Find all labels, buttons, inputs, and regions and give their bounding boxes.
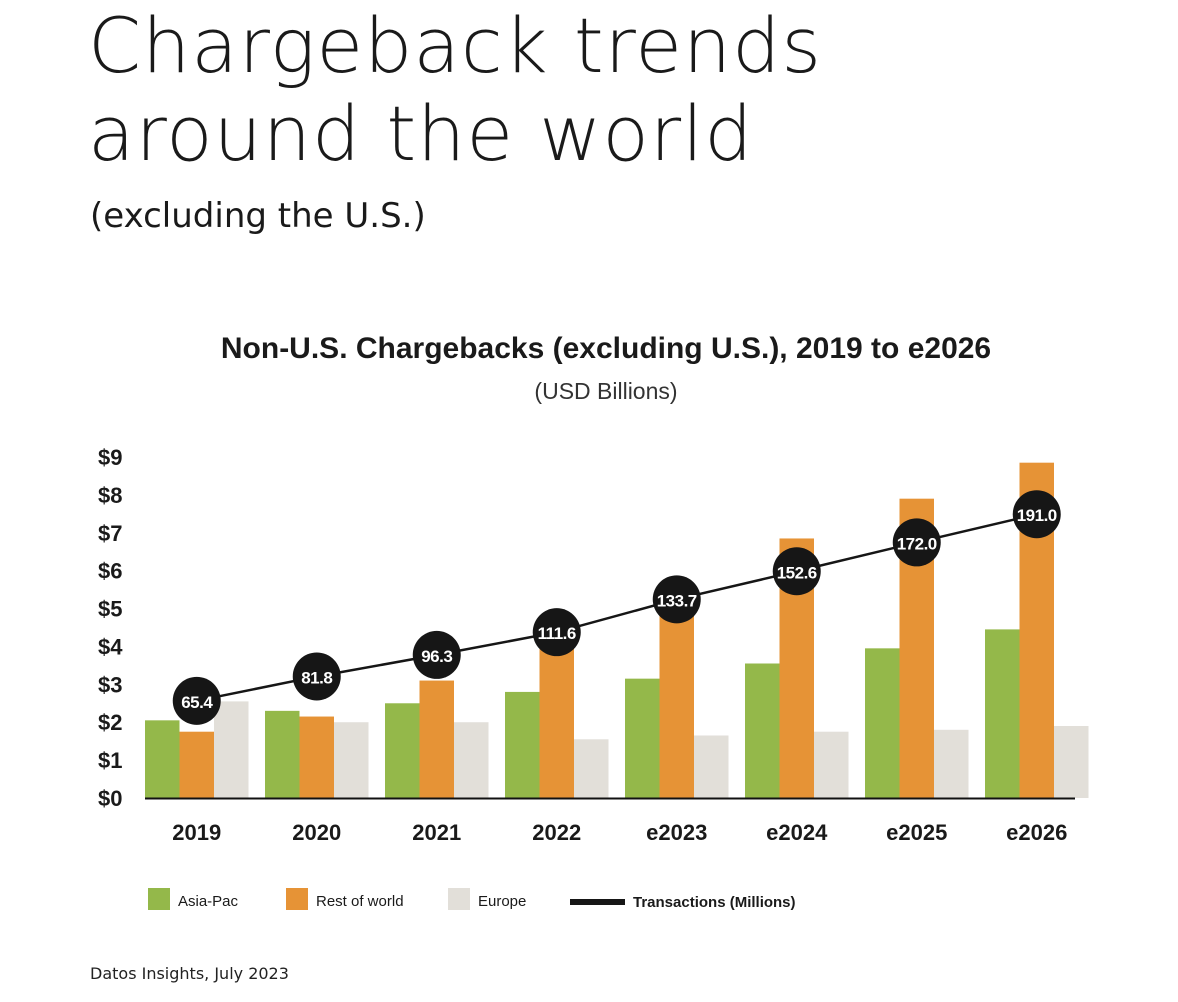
bar-asia-pac-2021	[385, 703, 420, 798]
y-tick-label: $5	[98, 597, 122, 622]
transactions-label: 81.8	[301, 668, 332, 687]
y-tick-label: $8	[98, 483, 122, 508]
y-tick-label: $2	[98, 710, 122, 735]
x-tick-label: 2022	[532, 820, 581, 845]
legend-swatch	[448, 888, 470, 910]
transactions-label: 172.0	[897, 534, 937, 553]
bar-asia-pac-2019	[145, 720, 180, 798]
y-tick-label: $1	[98, 748, 122, 773]
headline-subtitle: (excluding the U.S.)	[90, 196, 426, 236]
x-tick-label: e2025	[886, 820, 947, 845]
bar-rest-of-world-2022	[539, 635, 574, 798]
transactions-label: 96.3	[421, 647, 452, 666]
legend-swatch	[148, 888, 170, 910]
transactions-marker	[172, 676, 221, 725]
y-tick-label: $0	[98, 786, 122, 811]
transactions-label: 152.6	[777, 563, 817, 582]
y-tick-label: $6	[98, 559, 122, 584]
legend-swatch	[286, 888, 308, 910]
bar-europe-2019	[214, 701, 249, 798]
x-tick-label: e2026	[1006, 820, 1067, 845]
bar-europe-e2024	[814, 731, 849, 798]
bar-europe-e2023	[694, 735, 729, 798]
transactions-label: 133.7	[657, 591, 697, 610]
legend-line-swatch	[570, 899, 625, 905]
source-note: Datos Insights, July 2023	[90, 964, 289, 983]
bar-asia-pac-e2024	[745, 663, 780, 798]
bar-europe-2021	[454, 722, 489, 798]
headline: Chargeback trends around the world	[88, 2, 822, 178]
x-tick-label: e2023	[646, 820, 707, 845]
transactions-marker	[292, 652, 341, 701]
x-tick-label: 2020	[292, 820, 341, 845]
x-tick-label: 2021	[412, 820, 461, 845]
headline-line-1: Chargeback trends	[88, 1, 822, 90]
transactions-label: 191.0	[1017, 506, 1057, 525]
transactions-marker	[772, 547, 821, 596]
chart-subtitle: (USD Billions)	[534, 378, 677, 404]
transactions-marker	[892, 518, 941, 567]
headline-line-2: around the world	[88, 89, 754, 178]
bar-rest-of-world-2019	[179, 731, 214, 798]
transactions-marker	[1012, 490, 1061, 539]
bar-europe-e2026	[1054, 726, 1089, 798]
bar-rest-of-world-2020	[299, 716, 334, 798]
y-tick-label: $9	[98, 445, 122, 470]
transactions-marker	[532, 608, 581, 657]
y-tick-label: $4	[98, 634, 123, 659]
y-tick-label: $7	[98, 521, 122, 546]
bar-asia-pac-2022	[505, 691, 540, 798]
transactions-marker	[412, 630, 461, 679]
legend-label: Europe	[478, 893, 526, 910]
legend-label: Transactions (Millions)	[633, 894, 796, 911]
chart-title: Non-U.S. Chargebacks (excluding U.S.), 2…	[221, 332, 991, 365]
y-tick-label: $3	[98, 672, 122, 697]
bar-europe-2022	[574, 739, 609, 798]
bar-asia-pac-2020	[265, 710, 300, 798]
bar-asia-pac-e2025	[865, 648, 900, 798]
transactions-label: 111.6	[538, 624, 576, 643]
x-tick-label: 2019	[172, 820, 221, 845]
bar-rest-of-world-2021	[419, 680, 454, 798]
legend-label: Rest of world	[316, 893, 404, 910]
transactions-label: 65.4	[181, 693, 213, 712]
bar-asia-pac-e2023	[625, 678, 660, 798]
x-tick-label: e2024	[766, 820, 828, 845]
legend-label: Asia-Pac	[178, 893, 239, 910]
bar-asia-pac-e2026	[985, 629, 1020, 798]
bar-europe-2020	[334, 722, 369, 798]
transactions-marker	[652, 575, 701, 624]
bar-europe-e2025	[934, 729, 969, 798]
